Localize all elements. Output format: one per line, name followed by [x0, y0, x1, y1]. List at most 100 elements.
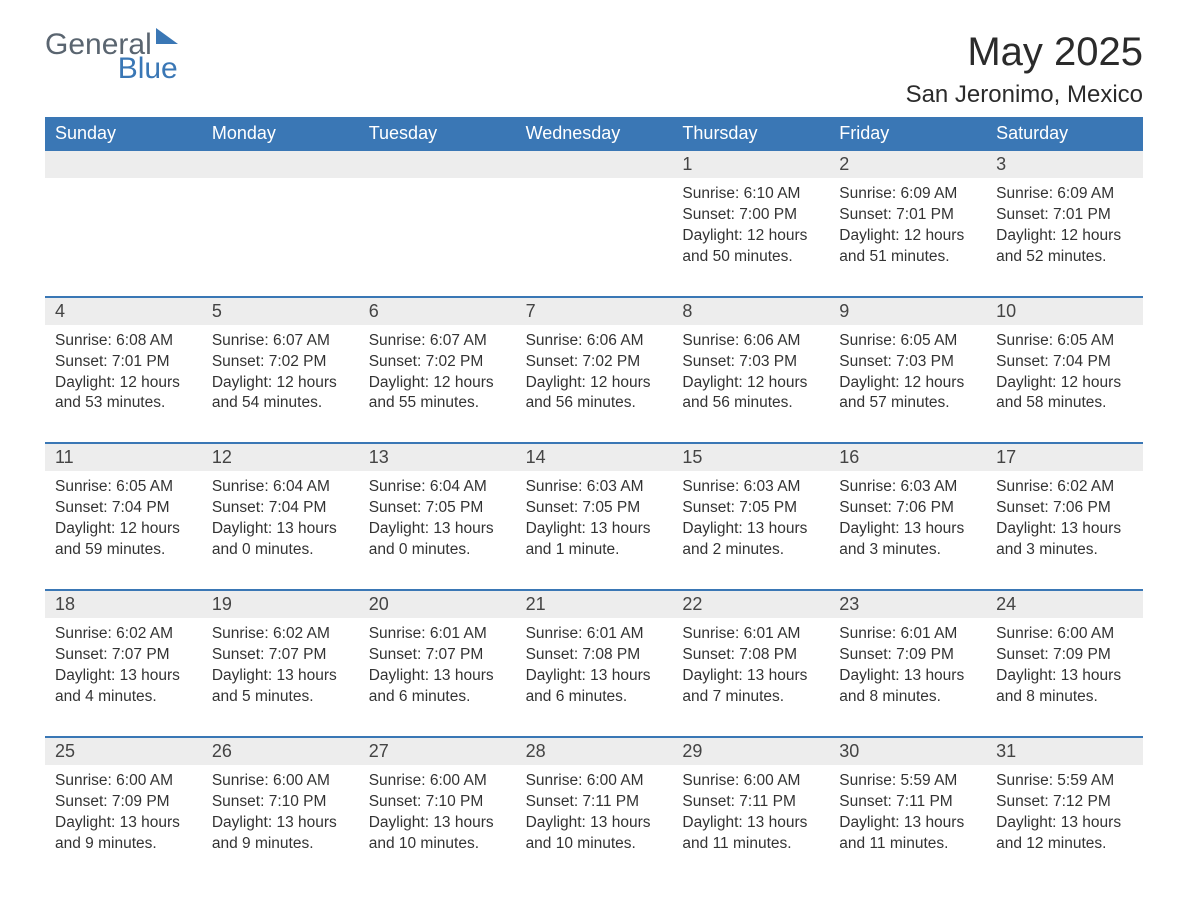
- day-body: Sunrise: 6:02 AMSunset: 7:06 PMDaylight:…: [986, 471, 1143, 565]
- day-cell: 6Sunrise: 6:07 AMSunset: 7:02 PMDaylight…: [359, 298, 516, 419]
- sunset-text: Sunset: 7:04 PM: [996, 352, 1133, 373]
- sunset-text: Sunset: 7:05 PM: [682, 498, 819, 519]
- day-number: 24: [986, 591, 1143, 618]
- day-number: 27: [359, 738, 516, 765]
- daylight-text: Daylight: 12 hours and 53 minutes.: [55, 373, 192, 415]
- sunrise-text: Sunrise: 6:06 AM: [682, 331, 819, 352]
- sunset-text: Sunset: 7:02 PM: [369, 352, 506, 373]
- sunrise-text: Sunrise: 5:59 AM: [839, 771, 976, 792]
- day-body: Sunrise: 6:09 AMSunset: 7:01 PMDaylight:…: [986, 178, 1143, 272]
- sunrise-text: Sunrise: 6:04 AM: [212, 477, 349, 498]
- sunset-text: Sunset: 7:04 PM: [55, 498, 192, 519]
- day-number: 4: [45, 298, 202, 325]
- sunrise-text: Sunrise: 6:02 AM: [55, 624, 192, 645]
- day-body: Sunrise: 6:01 AMSunset: 7:07 PMDaylight:…: [359, 618, 516, 712]
- day-number: 17: [986, 444, 1143, 471]
- daylight-text: Daylight: 13 hours and 9 minutes.: [55, 813, 192, 855]
- day-body: Sunrise: 6:00 AMSunset: 7:11 PMDaylight:…: [516, 765, 673, 859]
- sunset-text: Sunset: 7:10 PM: [369, 792, 506, 813]
- day-body: Sunrise: 6:07 AMSunset: 7:02 PMDaylight:…: [359, 325, 516, 419]
- day-cell: 29Sunrise: 6:00 AMSunset: 7:11 PMDayligh…: [672, 738, 829, 859]
- day-body: Sunrise: 6:00 AMSunset: 7:10 PMDaylight:…: [359, 765, 516, 859]
- day-cell: 27Sunrise: 6:00 AMSunset: 7:10 PMDayligh…: [359, 738, 516, 859]
- day-cell: 21Sunrise: 6:01 AMSunset: 7:08 PMDayligh…: [516, 591, 673, 712]
- sunrise-text: Sunrise: 6:06 AM: [526, 331, 663, 352]
- sunrise-text: Sunrise: 6:03 AM: [839, 477, 976, 498]
- day-cell: 15Sunrise: 6:03 AMSunset: 7:05 PMDayligh…: [672, 444, 829, 565]
- day-number: 10: [986, 298, 1143, 325]
- sunset-text: Sunset: 7:06 PM: [996, 498, 1133, 519]
- day-body: Sunrise: 5:59 AMSunset: 7:12 PMDaylight:…: [986, 765, 1143, 859]
- daylight-text: Daylight: 13 hours and 12 minutes.: [996, 813, 1133, 855]
- day-body: Sunrise: 6:09 AMSunset: 7:01 PMDaylight:…: [829, 178, 986, 272]
- daylight-text: Daylight: 13 hours and 8 minutes.: [996, 666, 1133, 708]
- empty-cell: [45, 151, 202, 272]
- day-cell: 4Sunrise: 6:08 AMSunset: 7:01 PMDaylight…: [45, 298, 202, 419]
- weeks-container: 1Sunrise: 6:10 AMSunset: 7:00 PMDaylight…: [45, 151, 1143, 858]
- week-row: 4Sunrise: 6:08 AMSunset: 7:01 PMDaylight…: [45, 296, 1143, 419]
- day-cell: 25Sunrise: 6:00 AMSunset: 7:09 PMDayligh…: [45, 738, 202, 859]
- empty-cell: [202, 151, 359, 272]
- day-body: Sunrise: 6:03 AMSunset: 7:05 PMDaylight:…: [672, 471, 829, 565]
- dow-header-friday: Friday: [829, 117, 986, 151]
- daylight-text: Daylight: 12 hours and 57 minutes.: [839, 373, 976, 415]
- daylight-text: Daylight: 13 hours and 2 minutes.: [682, 519, 819, 561]
- day-body: Sunrise: 6:06 AMSunset: 7:02 PMDaylight:…: [516, 325, 673, 419]
- week-row: 1Sunrise: 6:10 AMSunset: 7:00 PMDaylight…: [45, 151, 1143, 272]
- day-body: Sunrise: 6:00 AMSunset: 7:09 PMDaylight:…: [45, 765, 202, 859]
- day-body: Sunrise: 5:59 AMSunset: 7:11 PMDaylight:…: [829, 765, 986, 859]
- daylight-text: Daylight: 13 hours and 6 minutes.: [526, 666, 663, 708]
- day-cell: 30Sunrise: 5:59 AMSunset: 7:11 PMDayligh…: [829, 738, 986, 859]
- daylight-text: Daylight: 13 hours and 0 minutes.: [212, 519, 349, 561]
- day-cell: 2Sunrise: 6:09 AMSunset: 7:01 PMDaylight…: [829, 151, 986, 272]
- sunset-text: Sunset: 7:11 PM: [682, 792, 819, 813]
- day-body: Sunrise: 6:05 AMSunset: 7:04 PMDaylight:…: [45, 471, 202, 565]
- sunrise-text: Sunrise: 6:07 AM: [212, 331, 349, 352]
- sunrise-text: Sunrise: 6:01 AM: [526, 624, 663, 645]
- sunrise-text: Sunrise: 6:00 AM: [682, 771, 819, 792]
- sunset-text: Sunset: 7:05 PM: [369, 498, 506, 519]
- sunset-text: Sunset: 7:08 PM: [682, 645, 819, 666]
- day-cell: 26Sunrise: 6:00 AMSunset: 7:10 PMDayligh…: [202, 738, 359, 859]
- daylight-text: Daylight: 12 hours and 54 minutes.: [212, 373, 349, 415]
- day-body: Sunrise: 6:00 AMSunset: 7:10 PMDaylight:…: [202, 765, 359, 859]
- day-number: 8: [672, 298, 829, 325]
- day-cell: 31Sunrise: 5:59 AMSunset: 7:12 PMDayligh…: [986, 738, 1143, 859]
- sunrise-text: Sunrise: 6:07 AM: [369, 331, 506, 352]
- day-cell: 18Sunrise: 6:02 AMSunset: 7:07 PMDayligh…: [45, 591, 202, 712]
- day-number: [45, 151, 202, 178]
- daylight-text: Daylight: 12 hours and 59 minutes.: [55, 519, 192, 561]
- day-body: Sunrise: 6:00 AMSunset: 7:09 PMDaylight:…: [986, 618, 1143, 712]
- daylight-text: Daylight: 12 hours and 50 minutes.: [682, 226, 819, 268]
- sunrise-text: Sunrise: 6:04 AM: [369, 477, 506, 498]
- sunrise-text: Sunrise: 6:01 AM: [839, 624, 976, 645]
- sunset-text: Sunset: 7:11 PM: [839, 792, 976, 813]
- sunset-text: Sunset: 7:00 PM: [682, 205, 819, 226]
- sunrise-text: Sunrise: 6:09 AM: [839, 184, 976, 205]
- day-cell: 22Sunrise: 6:01 AMSunset: 7:08 PMDayligh…: [672, 591, 829, 712]
- daylight-text: Daylight: 13 hours and 4 minutes.: [55, 666, 192, 708]
- sunset-text: Sunset: 7:07 PM: [55, 645, 192, 666]
- daylight-text: Daylight: 13 hours and 9 minutes.: [212, 813, 349, 855]
- day-number: 14: [516, 444, 673, 471]
- day-number: [516, 151, 673, 178]
- sunset-text: Sunset: 7:07 PM: [369, 645, 506, 666]
- daylight-text: Daylight: 13 hours and 3 minutes.: [839, 519, 976, 561]
- sunset-text: Sunset: 7:01 PM: [996, 205, 1133, 226]
- sunset-text: Sunset: 7:01 PM: [839, 205, 976, 226]
- day-number: 31: [986, 738, 1143, 765]
- day-body: Sunrise: 6:03 AMSunset: 7:05 PMDaylight:…: [516, 471, 673, 565]
- location-subtitle: San Jeronimo, Mexico: [906, 81, 1143, 109]
- week-row: 18Sunrise: 6:02 AMSunset: 7:07 PMDayligh…: [45, 589, 1143, 712]
- day-body: Sunrise: 6:10 AMSunset: 7:00 PMDaylight:…: [672, 178, 829, 272]
- day-number: [202, 151, 359, 178]
- day-number: 22: [672, 591, 829, 618]
- day-body: Sunrise: 6:01 AMSunset: 7:08 PMDaylight:…: [672, 618, 829, 712]
- day-body: Sunrise: 6:01 AMSunset: 7:09 PMDaylight:…: [829, 618, 986, 712]
- logo-triangle-icon: [156, 28, 178, 44]
- daylight-text: Daylight: 13 hours and 10 minutes.: [526, 813, 663, 855]
- sunset-text: Sunset: 7:09 PM: [839, 645, 976, 666]
- daylight-text: Daylight: 13 hours and 3 minutes.: [996, 519, 1133, 561]
- sunrise-text: Sunrise: 6:00 AM: [55, 771, 192, 792]
- empty-cell: [359, 151, 516, 272]
